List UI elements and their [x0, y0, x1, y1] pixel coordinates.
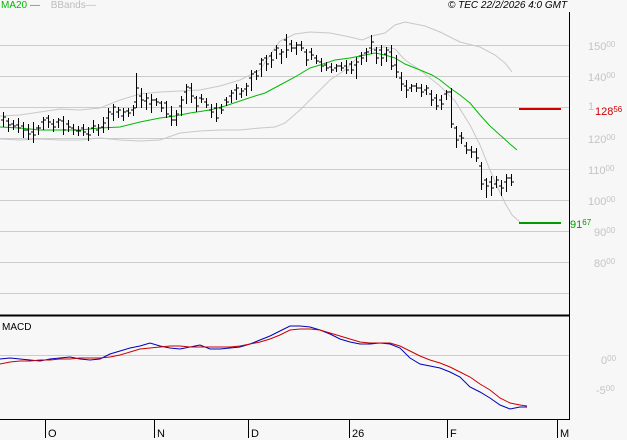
x-label-nov: N	[157, 428, 165, 440]
ma20-line	[0, 52, 518, 151]
x-axis-ticks	[45, 420, 558, 438]
legend-ma20: MA20	[1, 0, 28, 11]
legend-bbands-swatch: —	[85, 0, 96, 11]
x-label-2026: 26	[352, 428, 365, 440]
x-label-mar: M	[560, 428, 570, 440]
price-label-80: 8000	[594, 257, 616, 270]
price-label-110: 11000	[588, 164, 615, 177]
x-label-dec: D	[251, 428, 259, 440]
price-label-140: 14000	[588, 71, 616, 84]
price-bars	[1, 34, 514, 198]
macd-line	[0, 325, 527, 410]
x-label-feb: F	[450, 428, 457, 440]
x-label-oct: O	[48, 428, 57, 440]
bollinger-bands	[0, 21, 521, 223]
support-value: 9167	[570, 218, 592, 231]
macd-label-zero: 000	[601, 354, 617, 367]
price-label-100: 10000	[588, 195, 616, 208]
chart-legend: MA20 — BBands—	[1, 0, 96, 12]
price-label-120: 12000	[588, 133, 616, 146]
signal-line	[0, 328, 528, 407]
price-label-130-hidden: 1	[588, 101, 595, 113]
price-label-90: 9000	[594, 226, 616, 239]
copyright-timestamp: © TEC 22/2/2026 4:0 GMT	[448, 0, 568, 11]
legend-ma20-swatch: —	[27, 0, 40, 11]
macd-label-minus5: -500	[596, 384, 615, 397]
legend-bbands: BBands	[50, 0, 86, 11]
resistance-value: 12856	[595, 105, 623, 118]
macd-title: MACD	[2, 322, 32, 333]
price-label-150: 15000	[588, 40, 616, 53]
